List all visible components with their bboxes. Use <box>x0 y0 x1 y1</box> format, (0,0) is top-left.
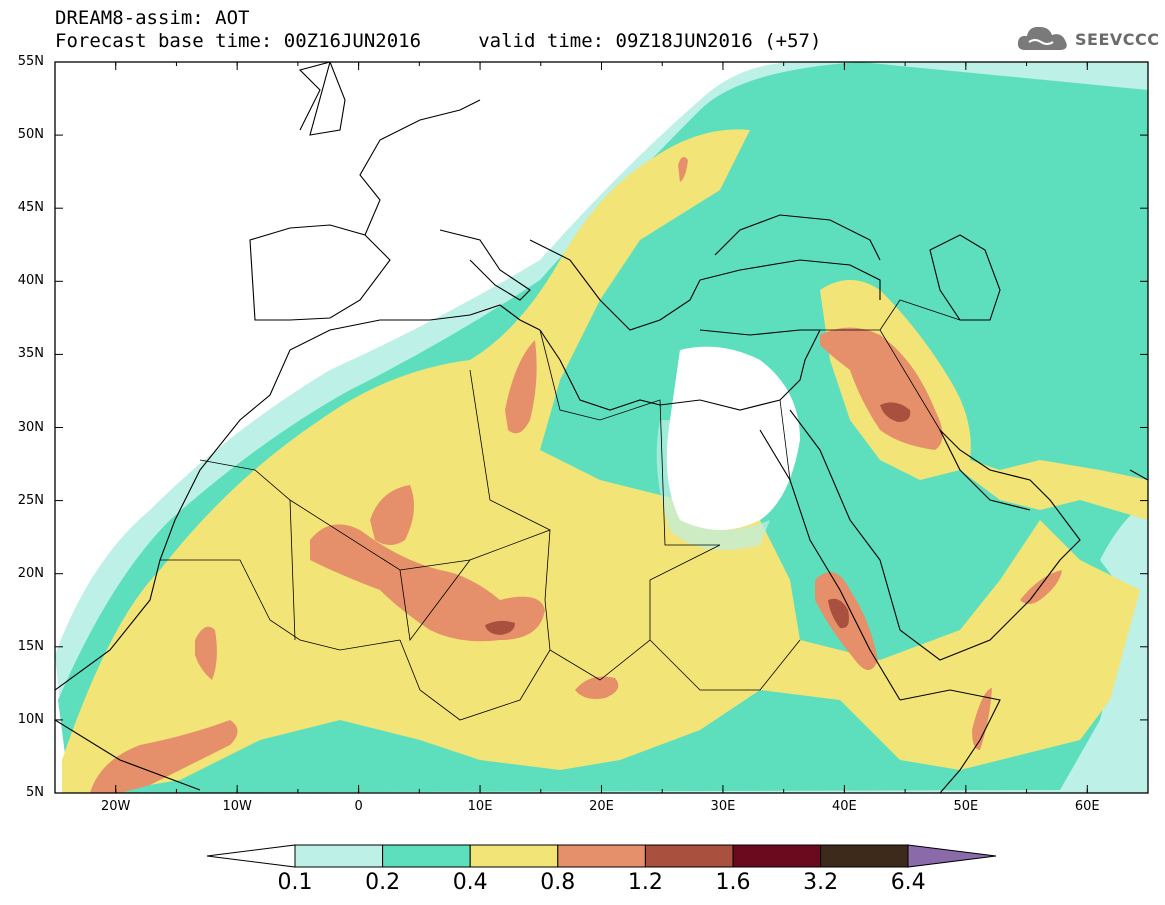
lat-label: 50N <box>17 127 44 143</box>
aot-band-0.4 <box>62 129 1140 793</box>
lat-label: 25N <box>17 492 44 508</box>
aot-clear-egypt <box>666 346 800 530</box>
aot-band-0.4-eastmed <box>820 280 1148 520</box>
aot-band-0.8-westafrica <box>90 720 238 793</box>
colorbar-boxes <box>294 844 909 868</box>
lon-label: 60E <box>1074 799 1100 814</box>
colorbar-box <box>732 844 822 868</box>
colorbar-label: 3.2 <box>803 870 839 895</box>
aot-band-0.8-chad <box>575 676 619 699</box>
aot-band-0.8-oman <box>1020 570 1062 604</box>
aot-band-0.8-tunisia <box>505 340 537 434</box>
colorbar-box <box>820 844 909 868</box>
map-subtitle: Forecast base time: 00Z16JUN2016 valid t… <box>55 30 822 52</box>
lat-label: 35N <box>17 346 44 362</box>
aot-band-1.2-iraq <box>880 402 911 422</box>
logo-text: SEEVCCC <box>1075 30 1160 49</box>
seevccc-logo: SEEVCCC <box>1015 22 1159 58</box>
colorbar-box <box>557 844 646 868</box>
lon-label: 40E <box>831 799 857 814</box>
aot-band-0.8-senegal <box>195 626 217 680</box>
colorbar-label: 0.1 <box>277 870 313 895</box>
aot-band-1.2-eritrea <box>828 598 849 629</box>
map-title: DREAM8-assim: AOT <box>55 7 250 29</box>
colorbar-under-triangle <box>206 844 296 868</box>
lon-label: 30E <box>710 799 736 814</box>
colorbar-label: 1.6 <box>715 870 751 895</box>
lat-label: 10N <box>17 711 44 727</box>
lon-label: 20W <box>101 799 131 814</box>
lat-label: 15N <box>17 638 44 654</box>
lon-label: 20E <box>589 799 614 814</box>
aot-clear-egypt-edge <box>656 420 770 550</box>
colorbar-label: 1.2 <box>627 870 663 895</box>
colorbar-over-triangle <box>907 844 997 868</box>
colorbar-label: 0.4 <box>452 870 488 895</box>
colorbar-box <box>382 844 471 868</box>
colorbar-box <box>469 844 559 868</box>
colorbar-label: 0.2 <box>365 870 401 895</box>
lat-label: 55N <box>17 54 44 69</box>
colorbar-label: 6.4 <box>890 870 926 895</box>
country-borders <box>160 299 961 721</box>
lon-label: 50E <box>953 799 979 814</box>
aot-band-0.8-iraq <box>820 327 943 450</box>
coastlines <box>55 62 1148 793</box>
lat-label: 45N <box>17 200 44 216</box>
lat-label: 30N <box>17 419 44 435</box>
lat-label: 5N <box>26 785 44 800</box>
lat-label: 20N <box>17 565 44 581</box>
colorbar-box <box>294 844 384 868</box>
aot-band-0.8-romania <box>678 156 688 182</box>
lon-label: 10W <box>222 799 252 814</box>
aot-band-0.8-algeria <box>370 485 414 545</box>
cloud-icon <box>1017 26 1067 50</box>
aot-band-0.8-sahara <box>310 524 545 642</box>
colorbar-box <box>644 844 734 868</box>
colorbar-label: 0.8 <box>540 870 576 895</box>
lat-label: 40N <box>17 273 44 289</box>
axis-ticks <box>54 61 1149 794</box>
colorbar <box>206 844 997 868</box>
lon-label: 0 <box>354 799 363 814</box>
aot-band-0.8-somalia <box>972 688 992 750</box>
aot-contour-fields <box>55 62 1148 793</box>
aot-band-1.2-niger <box>485 620 515 635</box>
lon-label: 10E <box>467 799 493 814</box>
